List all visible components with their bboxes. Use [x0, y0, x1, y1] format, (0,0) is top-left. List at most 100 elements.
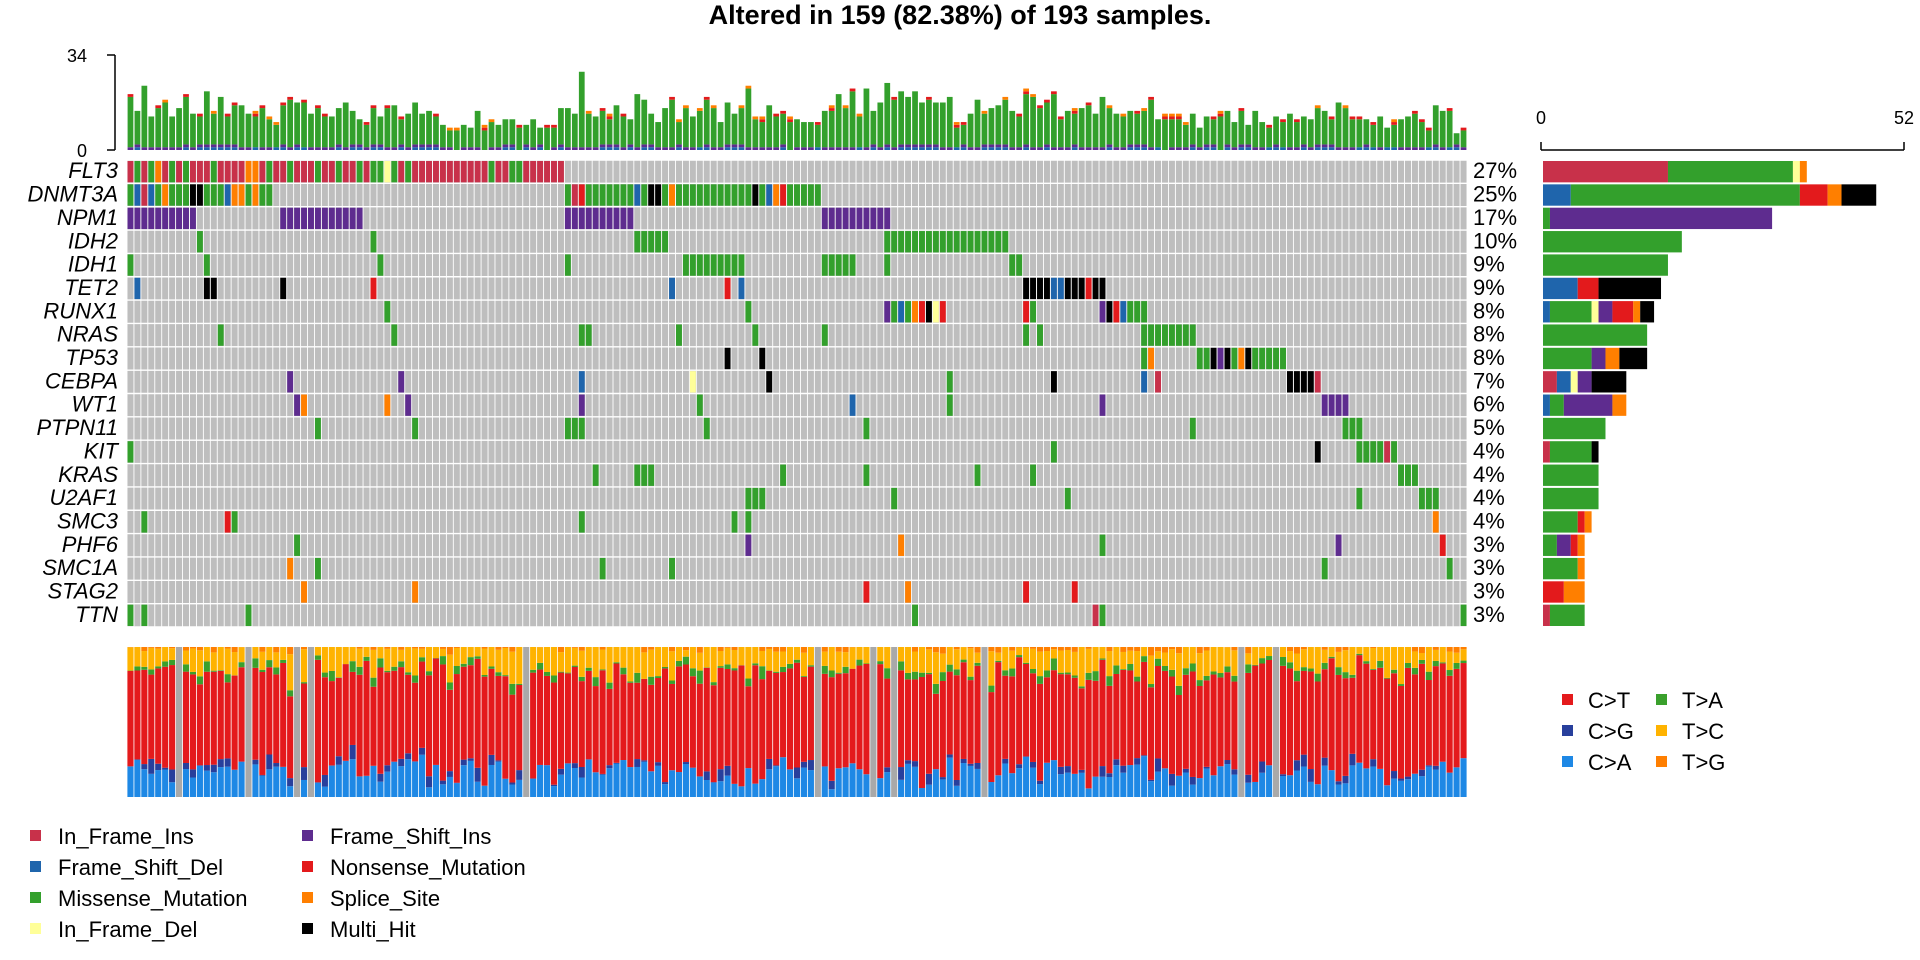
tmb-bar-segment [1224, 144, 1231, 148]
mutation-cell-tet2 [203, 277, 210, 300]
mutation-cell-dnmt3a [675, 184, 682, 206]
tmb-bar-segment [1134, 113, 1141, 145]
titv-bar-segment [1231, 774, 1238, 797]
titv-bar-segment [1134, 681, 1141, 759]
tmb-bar-segment [1460, 147, 1467, 150]
titv-bar-segment [1050, 647, 1057, 650]
gene-label: TP53 [65, 345, 118, 370]
titv-bar-segment [314, 659, 322, 783]
tmb-bar-segment [724, 144, 731, 148]
titv-bar-segment [1029, 761, 1037, 768]
mutation-cell-idh2 [946, 231, 953, 253]
titv-bar-segment [1050, 670, 1057, 761]
tmb-bar-segment [814, 124, 821, 148]
side-bar-segment-runx1 [1612, 301, 1634, 323]
mutation-cell-runx1 [745, 301, 752, 323]
tmb-bar-segment [759, 147, 766, 150]
titv-bar-segment [148, 669, 155, 675]
titv-bar-segment [273, 674, 280, 764]
titv-bar-segment [932, 683, 939, 694]
titv-bar-segment [356, 666, 363, 675]
titv-bar-segment [189, 777, 197, 797]
tmb-bar-segment [377, 116, 384, 145]
mutation-cell-npm1 [280, 207, 287, 230]
titv-bar-segment [1134, 764, 1141, 797]
mutation-cell-cebpa [1050, 371, 1057, 393]
mutation-cell-dnmt3a [599, 184, 606, 206]
titv-bar-segment [1161, 768, 1169, 797]
mutation-cell-runx1 [1134, 301, 1141, 323]
mutation-cell-flt3 [349, 161, 356, 183]
titv-bar-segment [703, 647, 710, 668]
tmb-bar-segment [1238, 110, 1245, 145]
titv-bar-segment [974, 652, 981, 663]
tmb-bar-segment [252, 113, 259, 117]
tmb-bar-segment [266, 147, 273, 150]
tmb-bar-segment [981, 110, 988, 114]
tmb-bar-segment [1252, 110, 1259, 148]
tmb-bar-segment [391, 105, 398, 148]
variant-class-legend: In_Frame_InsFrame_Shift_DelMissense_Muta… [30, 824, 526, 942]
titv-bar-segment [1023, 663, 1030, 757]
titv-bar-segment [911, 647, 919, 652]
tmb-bar-segment [1030, 147, 1036, 150]
tmb-bar-segment [960, 122, 967, 125]
tmb-bar-segment [870, 144, 877, 148]
titv-bar-segment [162, 666, 169, 768]
titv-bar-segment [932, 693, 939, 770]
mutation-cell-dnmt3a [662, 184, 669, 206]
titv-bar-empty [523, 647, 530, 797]
tmb-bar-segment [919, 147, 925, 150]
titv-bar-segment [1293, 681, 1300, 761]
tmb-bar-segment [842, 105, 849, 109]
tmb-bar-segment [398, 144, 405, 148]
titv-bar-segment [1286, 647, 1294, 652]
titv-bar-segment [439, 647, 446, 649]
titv-bar-segment [252, 764, 259, 797]
tmb-bar-segment [238, 147, 245, 150]
titv-bar-segment [655, 647, 662, 677]
titv-bar-segment [641, 647, 648, 653]
tmb-bar-segment [585, 110, 592, 114]
titv-bar-segment [925, 773, 932, 785]
tmb-bar-segment [745, 147, 752, 150]
titv-bar-segment [1453, 652, 1460, 663]
tmb-bar-segment [1294, 122, 1300, 148]
mutation-cell-idh1 [738, 254, 745, 276]
titv-bar-segment [1071, 651, 1078, 676]
side-bar-segment-cebpa [1577, 371, 1592, 393]
titv-bar-segment [578, 777, 585, 797]
titv-bar-segment [613, 647, 620, 663]
tmb-bar-segment [1294, 119, 1300, 123]
titv-bar-segment [1286, 775, 1294, 797]
tmb-bar-segment [926, 144, 932, 148]
titv-bar-segment [203, 770, 210, 797]
mutation-cell-cebpa [1300, 371, 1307, 393]
titv-bar-segment [1099, 647, 1106, 659]
mutation-cell-cebpa [946, 371, 953, 393]
titv-bar-segment [1439, 761, 1446, 797]
tmb-bar-segment [308, 147, 314, 150]
mutation-cell-runx1 [1127, 301, 1134, 323]
titv-bar-segment [1029, 647, 1037, 649]
tmb-bar-segment [1300, 144, 1307, 148]
mutation-cell-dnmt3a [183, 184, 189, 206]
titv-bar-segment [1300, 766, 1307, 797]
mutation-cell-dnmt3a [231, 184, 238, 206]
tmb-bar-segment [1391, 122, 1397, 125]
titv-bar-segment [432, 764, 440, 797]
titv-bar-segment [1321, 649, 1328, 663]
tmb-bar-segment [176, 108, 182, 148]
grid-row-smc3 [127, 510, 1467, 534]
titv-bar-segment [1175, 647, 1182, 654]
mutation-cell-dnmt3a [176, 184, 183, 206]
titv-bar-segment [884, 772, 891, 797]
titv-bar-segment [786, 647, 794, 664]
tmb-bar-segment [141, 147, 148, 150]
tmb-bar-segment [1189, 144, 1196, 148]
tmb-bar-segment [1196, 147, 1203, 150]
mutation-cell-idh2 [925, 231, 932, 253]
titv-legend-label: T>C [1682, 719, 1724, 744]
mutation-cell-kras [780, 464, 787, 486]
tmb-bar-segment [1044, 99, 1050, 103]
